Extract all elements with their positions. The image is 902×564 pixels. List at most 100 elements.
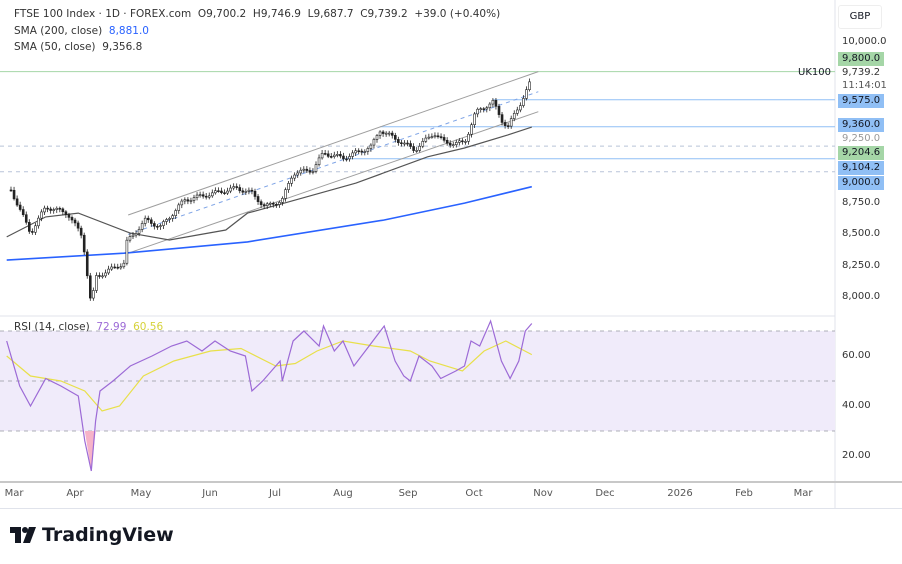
candle-body: [12, 189, 16, 200]
candle-body: [217, 190, 220, 193]
currency-selector[interactable]: GBP: [838, 5, 882, 29]
candle-body: [500, 114, 504, 123]
candle-body: [421, 141, 425, 147]
candle-body: [296, 172, 300, 176]
candle-body: [375, 135, 379, 140]
candle-body: [110, 266, 113, 270]
symbol-legend: FTSE 100 Index · 1D · FOREX.com O9,700.2…: [14, 8, 500, 21]
candle-body: [113, 266, 116, 269]
bar-countdown: 11:14:01: [842, 80, 887, 91]
candle-body: [473, 113, 476, 125]
level-badge: 9,204.6: [838, 146, 885, 160]
candle-body: [494, 99, 498, 107]
candle-body: [387, 132, 391, 135]
candle-body: [342, 155, 345, 160]
candle-body: [320, 153, 324, 159]
rsi-axis-label: 60.00: [842, 350, 871, 361]
sma50-line: [6, 126, 532, 241]
candle-body: [76, 222, 80, 229]
price-axis-label: 8,250.0: [842, 260, 881, 271]
candle-body: [458, 140, 461, 143]
candle-body: [43, 207, 46, 213]
candle-body: [393, 135, 397, 140]
sma200-legend[interactable]: SMA (200, close) 8,881.0: [14, 25, 149, 38]
candle-body: [323, 153, 327, 155]
candle-body: [214, 190, 217, 194]
candle-body: [116, 266, 120, 269]
candle-body: [52, 209, 56, 211]
candle-body: [250, 189, 254, 192]
candle-body: [390, 132, 394, 136]
candle-body: [454, 142, 458, 145]
candle-body: [31, 231, 34, 233]
candle-body: [156, 225, 159, 228]
candle-body: [372, 139, 376, 146]
brand-name: TradingView: [42, 524, 174, 546]
candle-body: [174, 210, 177, 216]
candle-body: [314, 164, 318, 172]
candle-body: [485, 107, 489, 110]
candle-body: [293, 174, 296, 179]
candle-body: [55, 207, 59, 210]
candle-body: [384, 132, 388, 135]
candle-body: [400, 142, 403, 145]
candle-body: [332, 154, 336, 157]
candle-body: [211, 192, 214, 197]
tradingview-logo[interactable]: TradingView: [10, 524, 174, 546]
candle-body: [64, 211, 68, 215]
price-chart[interactable]: [0, 0, 902, 508]
channel-lower-line: [128, 111, 539, 254]
candle-body: [348, 156, 351, 160]
candle-body: [284, 189, 287, 199]
candle-body: [34, 225, 37, 233]
candle-body: [302, 168, 306, 171]
candle-body: [464, 141, 467, 143]
candle-body: [256, 196, 260, 202]
candle-body: [519, 105, 522, 111]
symbol-name: FTSE 100 Index · 1D · FOREX.com: [14, 8, 192, 20]
candle-body: [262, 204, 266, 206]
candle-body: [85, 251, 89, 277]
low-value: 9,687.7: [313, 8, 354, 20]
candle-body: [146, 217, 150, 221]
sma50-legend[interactable]: SMA (50, close) 9,356.8: [14, 41, 142, 54]
time-axis-label: Feb: [735, 488, 753, 499]
candle-body: [171, 215, 174, 219]
candle-body: [442, 137, 446, 141]
rsi-legend[interactable]: RSI (14, close) 72.99 60.56: [14, 321, 163, 334]
candle-body: [445, 139, 449, 144]
candle-body: [247, 189, 251, 192]
candle-body: [360, 150, 364, 153]
candle-body: [134, 233, 138, 236]
candle-body: [491, 99, 495, 105]
time-axis-label: May: [130, 488, 152, 499]
price-axis-label: 8,500.0: [842, 228, 881, 239]
candle-body: [119, 266, 123, 269]
candle-body: [290, 177, 293, 184]
candle-body: [40, 211, 43, 219]
candle-body: [345, 158, 348, 161]
candle-body: [482, 108, 486, 110]
level-badge: 9,104.2: [838, 161, 885, 175]
candle-body: [140, 223, 144, 230]
candle-body: [79, 227, 83, 236]
candle-body: [515, 109, 519, 114]
candle-body: [235, 186, 238, 188]
time-axis-label: Jun: [202, 488, 218, 499]
candle-body: [153, 223, 156, 227]
candle-body: [265, 203, 269, 206]
tradingview-logo-icon: [10, 527, 36, 543]
candle-body: [503, 122, 507, 126]
rsi-axis-label: 20.00: [842, 450, 871, 461]
rsi-label: RSI (14, close): [14, 321, 90, 333]
candle-body: [351, 152, 354, 157]
level-badge: 9,575.0: [838, 94, 885, 108]
symbol-tag: UK100: [798, 67, 831, 78]
candle-body: [378, 131, 382, 136]
candle-body: [241, 190, 245, 193]
candle-body: [92, 290, 95, 299]
level-badge: 9,800.0: [838, 52, 885, 66]
candle-body: [299, 169, 303, 174]
candle-body: [177, 204, 181, 211]
time-axis-label: 2026: [667, 488, 693, 499]
